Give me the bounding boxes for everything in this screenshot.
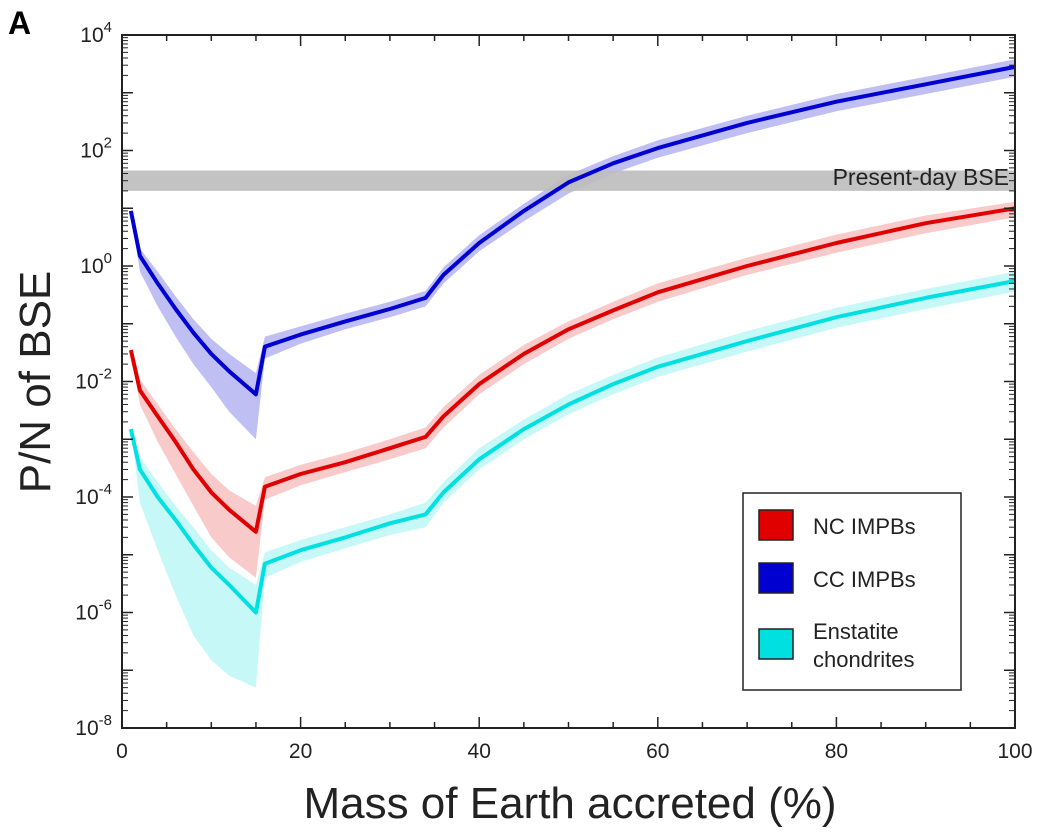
y-axis-title: P/N of BSE [11, 271, 60, 494]
y-tick-label: 102 [80, 135, 112, 163]
x-tick-label: 60 [646, 740, 669, 763]
x-tick-label: 40 [468, 740, 491, 763]
x-tick-label: 80 [825, 740, 848, 763]
y-tick-label: 10-6 [75, 597, 112, 625]
y-tick-label: 10-8 [75, 712, 112, 740]
legend-label: NC IMPBs [813, 514, 916, 539]
x-axis-title: Mass of Earth accreted (%) [303, 779, 836, 828]
legend-label: Enstatite [813, 619, 899, 644]
legend: NC IMPBs CC IMPBs Enstatite chondrites [743, 493, 961, 690]
x-tick-label: 0 [116, 740, 128, 763]
reference-band-group: Present-day BSE [122, 164, 1015, 191]
band-cc-impbs [131, 59, 1015, 439]
y-tick-label: 10-4 [75, 481, 112, 509]
legend-swatch [759, 629, 793, 659]
legend-swatch [759, 510, 793, 540]
reference-band-label: Present-day BSE [833, 164, 1009, 190]
x-tick-label: 100 [997, 740, 1032, 763]
panel-label: A [8, 5, 31, 41]
y-tick-label: 100 [80, 250, 112, 278]
legend-label: chondrites [813, 647, 915, 672]
x-tick-label: 20 [289, 740, 312, 763]
legend-label: CC IMPBs [813, 567, 916, 592]
y-tick-label: 10-2 [75, 366, 112, 394]
y-tick-label: 104 [80, 19, 112, 47]
legend-swatch [759, 563, 793, 593]
